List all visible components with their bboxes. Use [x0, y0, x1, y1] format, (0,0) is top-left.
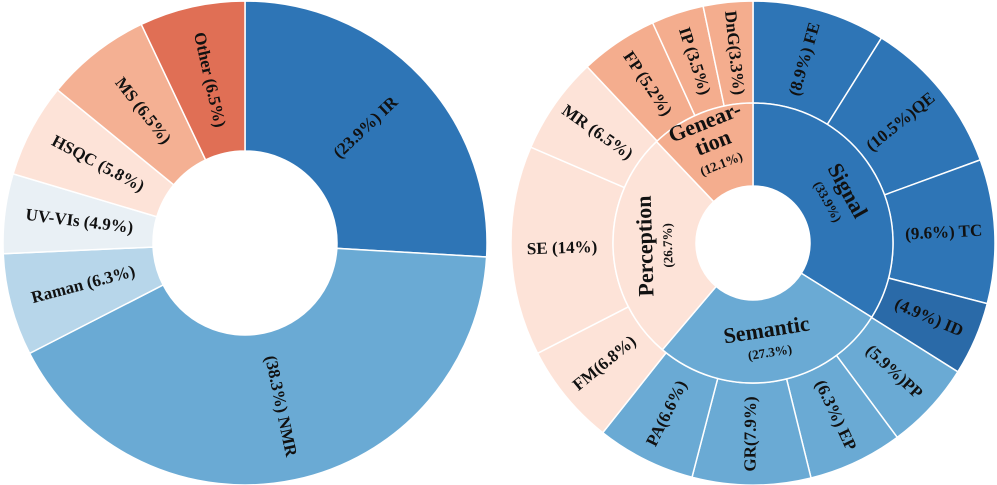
donut-slice [28, 247, 488, 485]
inner-label-group: Perception (26.7%) [631, 195, 676, 297]
inner-value-label: (26.7%) [659, 223, 675, 268]
donut-slice [140, 0, 246, 161]
inner-slice [661, 272, 873, 384]
inner-slice [655, 102, 754, 203]
inner-slice [752, 102, 894, 319]
inner-slice [612, 140, 718, 351]
outer-label: SE (14%) [527, 237, 598, 258]
outer-label: GR(7.9%) [740, 396, 759, 471]
outer-label: (9.6%) TC [905, 221, 983, 244]
inner-value-label: (27.3%) [747, 341, 793, 363]
inner-label: Perception [631, 195, 659, 297]
donut-slice [244, 0, 488, 258]
